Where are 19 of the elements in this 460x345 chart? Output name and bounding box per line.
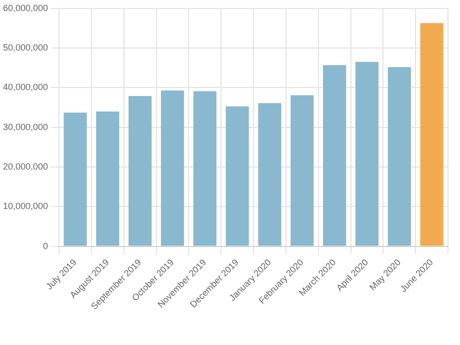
y-tick-label: 30,000,000 bbox=[2, 122, 48, 132]
y-tick-label: 0 bbox=[43, 240, 48, 251]
bar bbox=[128, 96, 152, 246]
bar bbox=[388, 67, 411, 246]
bar bbox=[226, 106, 249, 246]
y-tick-label: 10,000,000 bbox=[2, 201, 48, 212]
bar bbox=[355, 62, 379, 246]
y-tick-label: 20,000,000 bbox=[2, 161, 48, 172]
y-tick-label: 40,000,000 bbox=[2, 82, 48, 92]
bar bbox=[258, 103, 282, 246]
bar bbox=[290, 95, 314, 246]
y-tick-label: 50,000,000 bbox=[2, 42, 48, 53]
bar bbox=[323, 65, 346, 246]
bar bbox=[64, 112, 87, 246]
bar bbox=[96, 111, 120, 246]
bar bbox=[160, 90, 184, 246]
bar bbox=[420, 23, 444, 246]
bar bbox=[193, 91, 216, 246]
y-tick-label: 60,000,000 bbox=[2, 2, 48, 13]
